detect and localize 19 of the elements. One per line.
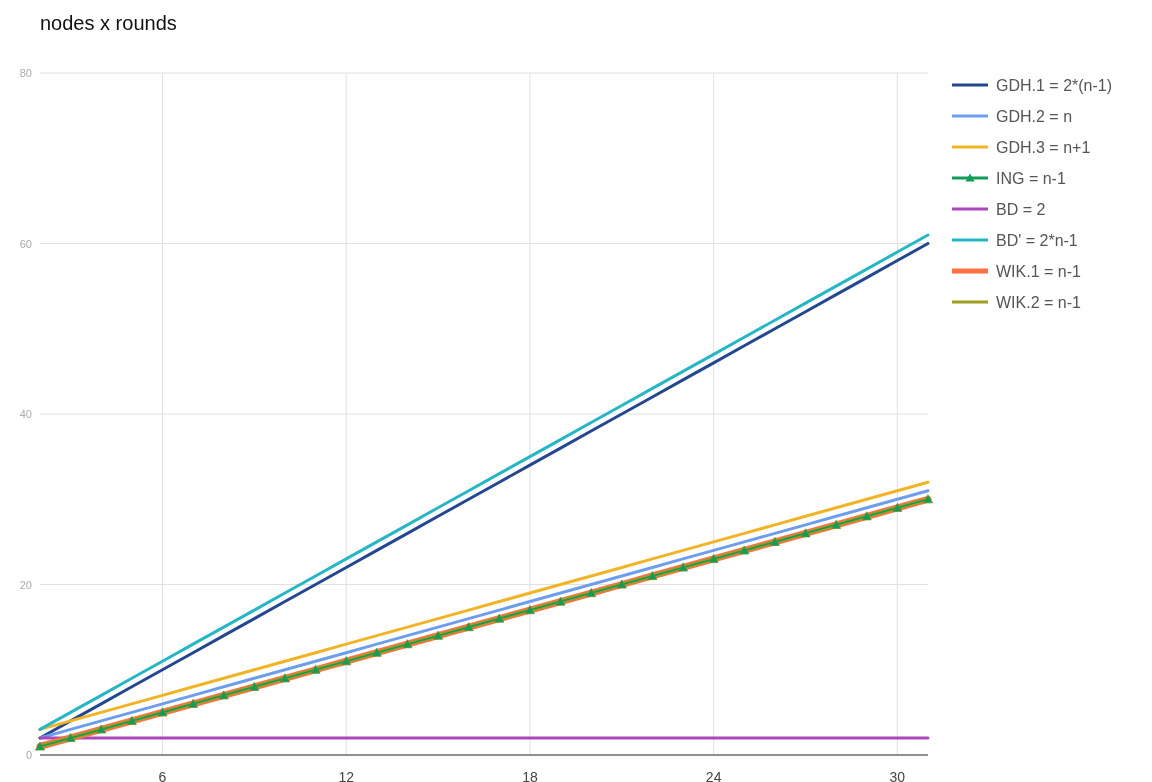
chart-title: nodes x rounds bbox=[40, 12, 177, 34]
legend-label: WIK.2 = n-1 bbox=[996, 294, 1082, 311]
x-tick-label: 12 bbox=[338, 769, 355, 782]
x-tick-label: 24 bbox=[705, 769, 722, 782]
y-tick-label: 0 bbox=[25, 749, 32, 761]
y-tick-label: 20 bbox=[19, 578, 32, 591]
y-tick-label: 80 bbox=[19, 67, 32, 79]
y-tick-label: 60 bbox=[19, 237, 32, 250]
x-tick-label: 6 bbox=[158, 769, 167, 782]
legend-label: BD = 2 bbox=[996, 201, 1046, 218]
legend-label: GDH.3 = n+1 bbox=[996, 139, 1091, 156]
legend-label: BD' = 2*n-1 bbox=[996, 232, 1078, 249]
y-tick-label: 40 bbox=[19, 408, 32, 420]
legend-label: ING = n-1 bbox=[996, 170, 1066, 187]
x-tick-label: 30 bbox=[889, 769, 906, 782]
x-tick-label: 18 bbox=[522, 769, 538, 782]
legend-label: GDH.2 = n bbox=[996, 108, 1073, 125]
legend-label: WIK.1 = n-1 bbox=[996, 263, 1082, 280]
legend-label: GDH.1 = 2*(n-1) bbox=[996, 77, 1113, 94]
